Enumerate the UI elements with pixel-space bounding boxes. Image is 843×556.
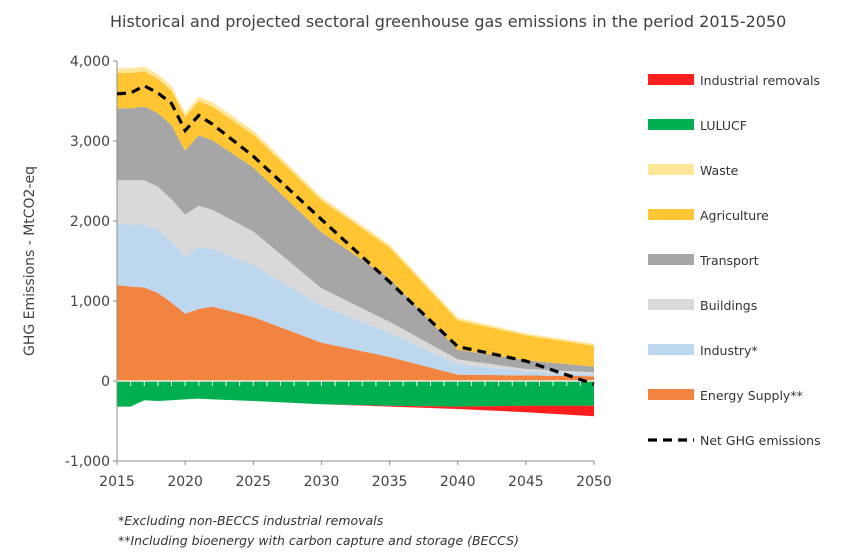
legend-swatch	[648, 344, 694, 355]
y-tick-label: 3,000	[70, 134, 110, 150]
x-tick-label: 2025	[235, 474, 271, 490]
legend-label: Industry*	[700, 343, 758, 358]
legend-label: Transport	[699, 253, 759, 268]
y-tick-label: 0	[101, 374, 110, 390]
legend-item-lulucf: LULUCF	[648, 118, 747, 133]
x-tick-label: 2050	[576, 474, 612, 490]
x-tick-label: 2035	[372, 474, 408, 490]
axes: -1,000 0 1,000 2,000 3,000 4,000 2015 2020 2025 2…	[22, 54, 612, 490]
legend-label: Energy Supply**	[700, 388, 803, 403]
legend-swatch	[648, 164, 694, 175]
legend-label: Agriculture	[700, 208, 769, 223]
area-industrial-removals	[117, 398, 594, 417]
y-tick-label: 4,000	[70, 54, 110, 70]
legend-swatch	[648, 74, 694, 85]
stacked-areas	[117, 66, 594, 417]
legend-item-buildings: Buildings	[648, 298, 757, 313]
x-tick-label: 2045	[508, 474, 544, 490]
x-tick-label: 2040	[440, 474, 476, 490]
footnote-industry: *Excluding non-BECCS industrial removals	[118, 513, 384, 528]
emissions-chart: -1,000 0 1,000 2,000 3,000 4,000 2015 2020 2025 2…	[22, 54, 821, 490]
y-axis-label: GHG Emissions - MtCO2-eq	[22, 166, 38, 356]
legend-item-energy-supply: Energy Supply**	[648, 388, 803, 403]
area-energy-supply	[117, 285, 594, 381]
x-tick-label: 2015	[99, 474, 135, 490]
legend-label: Net GHG emissions	[700, 433, 821, 448]
legend-label: Industrial removals	[700, 73, 820, 88]
y-tick-label: -1,000	[65, 454, 110, 470]
legend-swatch	[648, 119, 694, 130]
legend-swatch	[648, 299, 694, 310]
legend-item-waste: Waste	[648, 163, 739, 178]
legend-item-transport: Transport	[648, 253, 759, 268]
legend-swatch	[648, 254, 694, 265]
chart-title: Historical and projected sectoral greenh…	[110, 12, 787, 31]
area-transport	[117, 106, 594, 373]
legend: Industrial removals LULUCF Waste Agricultur…	[648, 73, 821, 448]
legend-swatch	[648, 209, 694, 220]
legend-item-net-ghg-emissions: Net GHG emissions	[648, 433, 821, 448]
legend-item-agriculture: Agriculture	[648, 208, 769, 223]
area-buildings	[117, 180, 594, 375]
net-ghg-line	[116, 83, 595, 386]
legend-item-industrial-removals: Industrial removals	[648, 73, 820, 88]
area-agriculture	[117, 71, 594, 367]
net-line-layer	[116, 83, 595, 386]
footnote-energy: **Including bioenergy with carbon captur…	[118, 533, 519, 548]
area-lulucf	[117, 381, 594, 407]
y-tick-label: 2,000	[70, 214, 110, 230]
x-tick-label: 2020	[167, 474, 203, 490]
y-tick-label: 1,000	[70, 294, 110, 310]
legend-item-industry: Industry*	[648, 343, 758, 358]
x-tick-label: 2030	[304, 474, 340, 490]
legend-label: LULUCF	[700, 118, 747, 133]
legend-label: Buildings	[700, 298, 757, 313]
legend-swatch	[648, 389, 694, 400]
area-industry	[117, 223, 594, 377]
legend-label: Waste	[700, 163, 739, 178]
